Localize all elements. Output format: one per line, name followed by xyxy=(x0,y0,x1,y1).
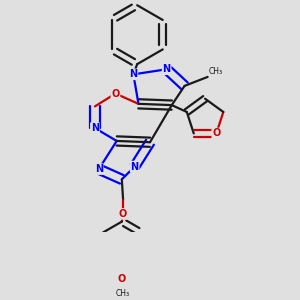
Text: N: N xyxy=(129,69,137,80)
Text: O: O xyxy=(212,128,220,138)
Text: CH₃: CH₃ xyxy=(116,290,130,298)
Text: N: N xyxy=(95,164,103,174)
Text: O: O xyxy=(118,274,126,284)
Text: O: O xyxy=(111,88,120,99)
Text: N: N xyxy=(130,162,139,172)
Text: N: N xyxy=(163,64,171,74)
Text: N: N xyxy=(91,123,99,133)
Text: CH₃: CH₃ xyxy=(209,67,223,76)
Text: O: O xyxy=(119,209,127,219)
